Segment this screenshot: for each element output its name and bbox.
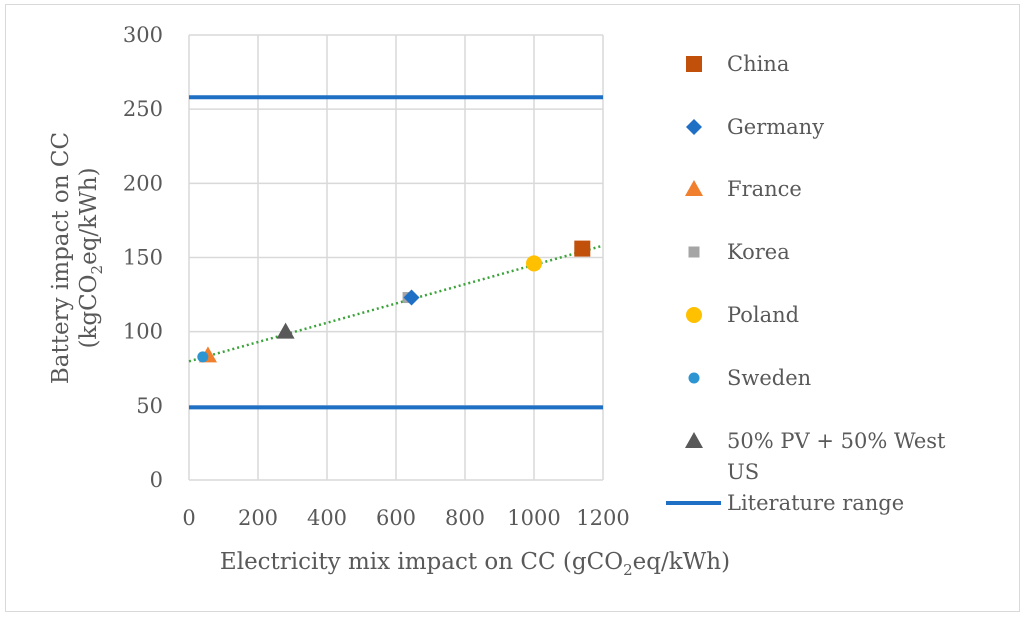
literature-range-lines — [189, 95, 603, 410]
data-point — [197, 351, 209, 363]
y-axis-title-line2: (kgCO2eq/kWh) — [76, 167, 106, 348]
legend-label: China — [727, 52, 789, 76]
legend-label: Korea — [727, 240, 790, 264]
x-tick-label: 200 — [238, 506, 278, 530]
tick-labels: 0 200 400 600 800 1000 1200 0 50 100 150 200 250 300 — [123, 23, 630, 530]
trendline — [188, 244, 604, 363]
x-axis-title: Electricity mix impact on CC (gCO2eq/kWh… — [220, 549, 730, 579]
x-tick-label: 1200 — [576, 506, 629, 530]
y-tick-label: 150 — [123, 246, 163, 270]
legend-label: Sweden — [727, 366, 811, 390]
legend-marker — [688, 372, 700, 384]
data-point — [276, 322, 295, 339]
legend-label: Poland — [727, 303, 799, 327]
data-point — [403, 289, 420, 306]
x-tick-label: 1000 — [507, 506, 560, 530]
legend-label: US — [727, 460, 759, 484]
data-point — [526, 255, 542, 272]
x-tick-label: 800 — [445, 506, 485, 530]
y-tick-label: 0 — [150, 468, 163, 492]
grid — [188, 34, 604, 481]
legend-marker — [688, 246, 700, 258]
legend-label: Germany — [727, 115, 824, 139]
legend-marker — [685, 432, 703, 448]
y-axis-title: Battery impact on CC (kgCO2eq/kWh) — [48, 132, 106, 384]
y-tick-label: 250 — [123, 97, 163, 121]
y-axis-title-line1: Battery impact on CC — [48, 132, 74, 384]
legend-marker — [686, 56, 702, 72]
data-point — [574, 240, 591, 257]
legend-label: Literature range — [727, 491, 904, 515]
x-tick-label: 0 — [182, 506, 195, 530]
x-tick-label: 600 — [376, 506, 416, 530]
y-tick-label: 100 — [123, 320, 163, 344]
trendline-line — [188, 244, 604, 363]
legend-marker — [686, 307, 702, 323]
y-tick-label: 200 — [123, 171, 163, 195]
legend: China Germany France Korea Poland Sweden 50% P… — [666, 52, 946, 515]
legend-label: 50% PV + 50% West — [727, 429, 946, 453]
y-tick-label: 300 — [123, 23, 163, 47]
chart-frame — [5, 4, 1020, 612]
data-points — [197, 240, 591, 363]
legend-marker — [685, 180, 703, 196]
legend-marker — [686, 119, 702, 135]
legend-label: France — [727, 177, 802, 201]
x-tick-label: 400 — [307, 506, 347, 530]
y-tick-label: 50 — [136, 394, 163, 418]
